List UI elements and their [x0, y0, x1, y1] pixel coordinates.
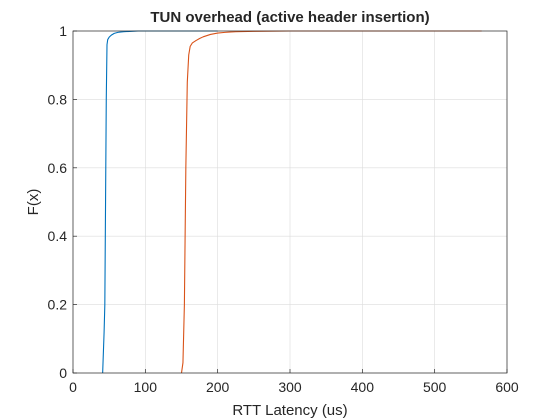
y-tick-label: 0.2 — [48, 297, 68, 313]
tick-labels: 0 100 200 300 400 500 600 0 0.2 0.4 0.6 0.8 1 — [48, 23, 519, 395]
y-tick-label: 0.8 — [48, 91, 68, 107]
x-tick-label: 0 — [69, 379, 77, 395]
x-tick-label: 200 — [206, 379, 230, 395]
y-tick-label: 0 — [59, 365, 67, 381]
x-axis-label: RTT Latency (us) — [232, 402, 347, 419]
y-tick-label: 0.6 — [48, 160, 68, 176]
series-line-1 — [102, 30, 218, 374]
y-axis-label: F(x) — [25, 189, 42, 216]
x-tick-label: 100 — [134, 379, 158, 395]
x-tick-label: 600 — [495, 379, 519, 395]
axis-ticks — [72, 30, 508, 374]
y-tick-label: 1 — [59, 23, 67, 39]
chart-title: TUN overhead (active header insertion) — [150, 9, 429, 26]
x-tick-label: 300 — [278, 379, 302, 395]
y-tick-label: 0.4 — [48, 228, 68, 244]
x-tick-label: 500 — [423, 379, 447, 395]
x-tick-label: 400 — [351, 379, 375, 395]
